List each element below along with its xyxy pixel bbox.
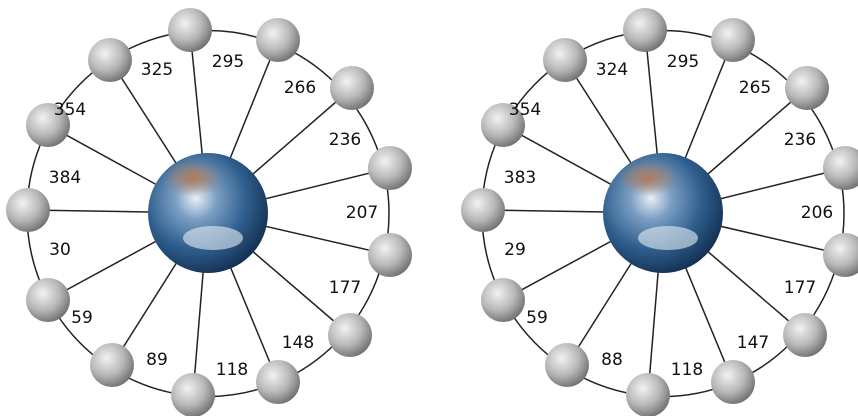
moon (543, 38, 587, 82)
earth-cloud (638, 226, 698, 250)
day-label: 266 (284, 78, 316, 98)
day-label: 207 (346, 203, 378, 223)
moon (256, 18, 300, 62)
earth-land (163, 160, 223, 196)
moon (623, 8, 667, 52)
earth-cloud (183, 226, 243, 250)
moon (545, 343, 589, 387)
moon (88, 38, 132, 82)
day-label: 89 (146, 350, 168, 370)
moon (168, 8, 212, 52)
day-label: 354 (54, 100, 86, 120)
moon (626, 373, 670, 416)
day-label: 236 (329, 130, 361, 150)
day-label: 265 (739, 78, 771, 98)
day-label: 177 (784, 278, 816, 298)
day-label: 148 (282, 333, 314, 353)
moon (711, 360, 755, 404)
moon (368, 146, 412, 190)
moon (328, 313, 372, 357)
moon (330, 66, 374, 110)
day-label: 88 (601, 350, 623, 370)
day-label: 383 (504, 168, 536, 188)
wheel: 325 295 266 236 207 177 148 118 89 59 30 384 354 (6, 8, 412, 416)
day-label: 118 (671, 360, 703, 380)
moon (90, 343, 134, 387)
moon (6, 188, 50, 232)
day-label: 325 (141, 60, 173, 80)
day-label: 59 (526, 308, 548, 328)
moon (823, 146, 858, 190)
day-label: 384 (49, 168, 81, 188)
day-label: 147 (737, 333, 769, 353)
day-label: 177 (329, 278, 361, 298)
moon (711, 18, 755, 62)
moon (481, 103, 525, 147)
day-label: 29 (504, 240, 526, 260)
moon (26, 278, 70, 322)
earth-land (618, 160, 678, 196)
moon (171, 373, 215, 416)
moon (461, 188, 505, 232)
day-label: 118 (216, 360, 248, 380)
day-label: 324 (596, 60, 628, 80)
moon (481, 278, 525, 322)
day-label: 206 (801, 203, 833, 223)
day-label: 295 (667, 52, 699, 72)
moon (785, 66, 829, 110)
moon (26, 103, 70, 147)
moon (368, 233, 412, 277)
moon (783, 313, 827, 357)
day-label: 59 (71, 308, 93, 328)
moon (823, 233, 858, 277)
wheel: 324 295 265 236 206 177 147 118 88 59 29 383 354 (461, 8, 858, 416)
day-label: 354 (509, 100, 541, 120)
day-label: 295 (212, 52, 244, 72)
day-label: 30 (49, 240, 71, 260)
moon (256, 360, 300, 404)
day-label: 236 (784, 130, 816, 150)
